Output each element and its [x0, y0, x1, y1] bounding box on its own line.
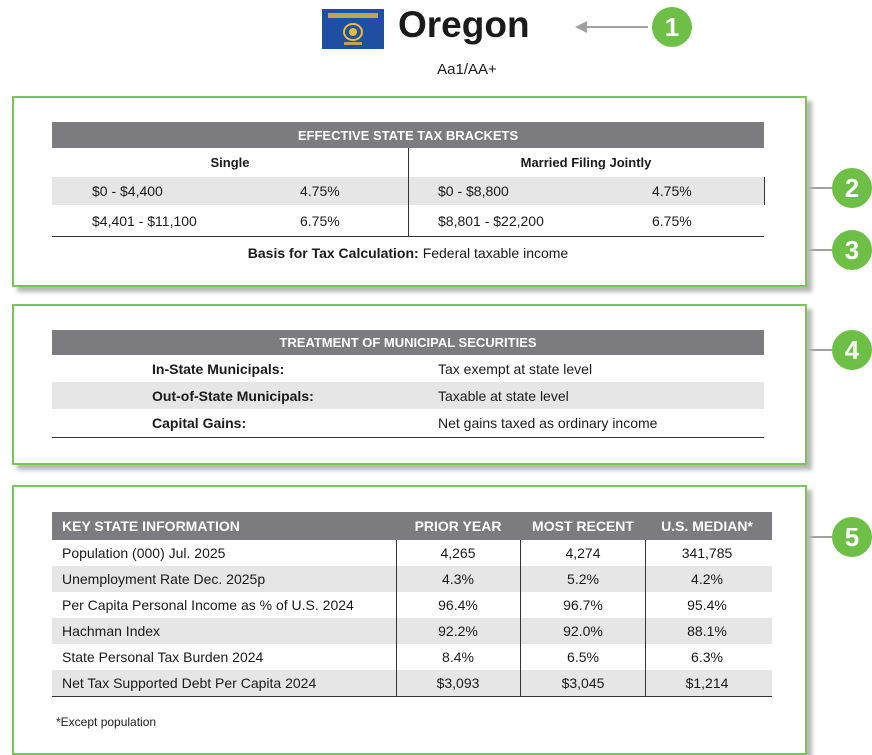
bracket-cell: $0 - $8,800 [438, 183, 509, 199]
info-cell: Per Capita Personal Income as % of U.S. … [62, 597, 354, 613]
column-header: Married Filing Jointly [520, 155, 652, 170]
row-bg [52, 670, 772, 696]
info-cell: Hachman Index [62, 623, 161, 639]
divider [520, 540, 521, 696]
basis: Basis for Tax Calculation: Federal taxabl… [52, 245, 764, 261]
info-cell: 96.7% [563, 597, 603, 613]
row-bg [52, 618, 772, 644]
info-cell: $3,093 [436, 675, 480, 691]
bracket-cell: 4.75% [300, 183, 340, 199]
flag [322, 9, 384, 49]
table-header: TREATMENT OF MUNICIPAL SECURITIES [52, 330, 764, 355]
column-header: PRIOR YEAR [414, 518, 502, 534]
title: Oregon [398, 4, 530, 45]
info-cell: 4.2% [691, 571, 723, 587]
callout-arrow [575, 21, 648, 33]
info-cell: 92.2% [438, 623, 478, 639]
divider [396, 540, 397, 696]
bracket-cell: 6.75% [300, 213, 340, 229]
table-header: EFFECTIVE STATE TAX BRACKETS [52, 122, 764, 148]
divider [764, 177, 765, 205]
callout-badge: 3 [832, 230, 872, 270]
info-cell: 6.5% [567, 649, 599, 665]
bracket-cell: 6.75% [652, 213, 692, 229]
divider [645, 540, 646, 696]
row-value: Net gains taxed as ordinary income [438, 415, 658, 431]
info-cell: 4,274 [565, 545, 601, 561]
row-label: Out-of-State Municipals: [152, 388, 314, 404]
info-cell: 4.3% [442, 571, 474, 587]
info-cell: Population (000) Jul. 2025 [62, 545, 226, 561]
info-cell: 8.4% [442, 649, 474, 665]
bracket-cell: 4.75% [652, 183, 692, 199]
callout-badge: 5 [832, 517, 872, 557]
row-bg [52, 382, 764, 409]
info-cell: 95.4% [687, 597, 727, 613]
callout-badge: 2 [832, 168, 872, 208]
row-value: Tax exempt at state level [438, 361, 593, 377]
row-bg [52, 566, 772, 592]
rating: Aa1/AA+ [437, 61, 497, 78]
rule [52, 437, 764, 438]
column-header: U.S. MEDIAN* [661, 518, 753, 534]
rule [52, 696, 772, 697]
info-cell: Unemployment Rate Dec. 2025p [62, 571, 266, 587]
basis-text: Basis for Tax Calculation: [247, 245, 419, 261]
bracket-cell: $0 - $4,400 [92, 183, 163, 199]
info-cell: 88.1% [687, 623, 727, 639]
bracket-cell: $4,401 - $11,100 [92, 213, 197, 229]
row-label: Capital Gains: [152, 415, 247, 431]
row-label: In-State Municipals: [152, 361, 285, 377]
info-cell: Net Tax Supported Debt Per Capita 2024 [62, 675, 317, 691]
info-cell: 5.2% [567, 571, 599, 587]
table-header [52, 512, 772, 540]
basis-text: Federal taxable income [422, 245, 569, 261]
column-header: MOST RECENT [532, 518, 634, 534]
info-cell: 96.4% [438, 597, 478, 613]
info-cell: $1,214 [685, 675, 729, 691]
column-header: Single [210, 155, 250, 170]
bracket-cell: $8,801 - $22,200 [438, 213, 544, 229]
rule [52, 236, 764, 237]
info-cell: $3,045 [561, 675, 605, 691]
info-cell: 92.0% [563, 623, 603, 639]
callout-badge: 1 [652, 7, 692, 47]
info-cell: State Personal Tax Burden 2024 [62, 649, 264, 665]
callout-badge: 4 [832, 330, 872, 370]
row-value: Taxable at state level [438, 388, 569, 404]
column-header: KEY STATE INFORMATION [62, 518, 240, 534]
info-cell: 341,785 [681, 545, 733, 561]
info-cell: 4,265 [440, 545, 476, 561]
footnote: *Except population [56, 715, 157, 729]
info-cell: 6.3% [691, 649, 723, 665]
divider [408, 148, 409, 236]
